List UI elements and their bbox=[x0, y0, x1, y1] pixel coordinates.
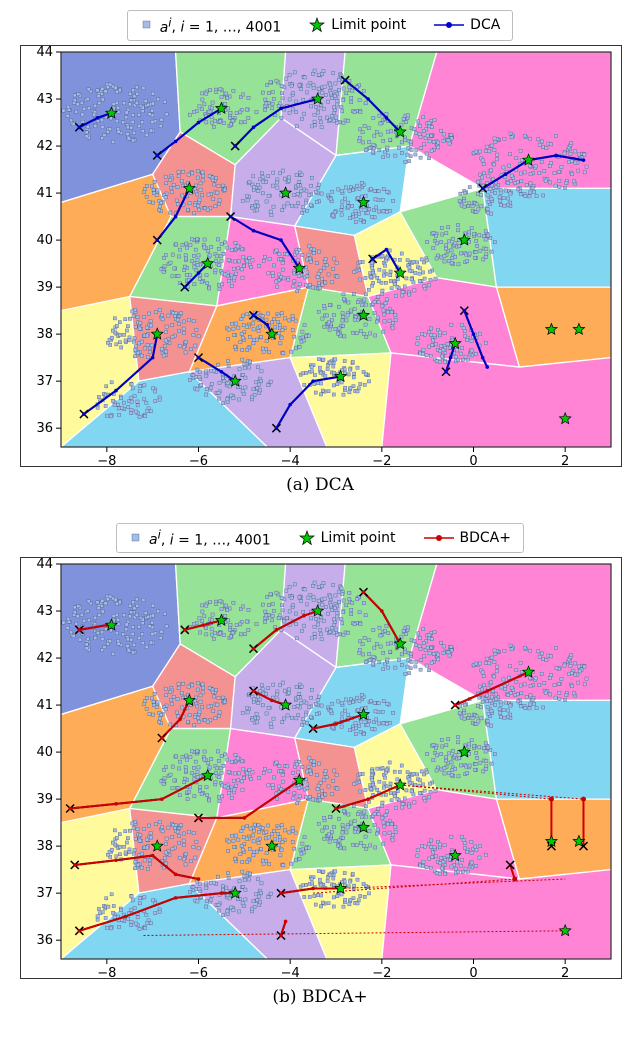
svg-text:40: 40 bbox=[36, 233, 53, 248]
svg-text:43: 43 bbox=[36, 92, 53, 107]
legend-line-label-a: DCA bbox=[470, 17, 500, 33]
svg-text:2: 2 bbox=[561, 454, 569, 467]
svg-text:44: 44 bbox=[36, 45, 53, 60]
chart-a: −8 −6 −4 −2 0 2 36 37 38 39 40 41 42 43 44 bbox=[20, 45, 622, 467]
svg-text:39: 39 bbox=[36, 280, 53, 295]
chart-b-wrap: −8 −6 −4 −2 0 2 36 37 38 39 40 41 42 43 44 bbox=[20, 557, 620, 979]
svg-text:0: 0 bbox=[469, 966, 477, 979]
legend-limit-label-b: Limit point bbox=[321, 530, 396, 546]
caption-a: (a) DCA bbox=[10, 475, 630, 495]
svg-text:−2: −2 bbox=[372, 966, 391, 979]
svg-text:37: 37 bbox=[36, 886, 53, 901]
legend-scatter-b: ai, i = 1, …, 4001 bbox=[129, 528, 271, 549]
figure-a: ai, i = 1, …, 4001 Limit point DCA −8−6−… bbox=[10, 10, 630, 495]
svg-text:36: 36 bbox=[36, 421, 53, 436]
legend-limit-b: Limit point bbox=[299, 530, 396, 546]
svg-text:38: 38 bbox=[36, 839, 53, 854]
legend-limit-a: Limit point bbox=[309, 17, 406, 33]
chart-a-wrap: −8 −6 −4 −2 0 2 36 37 38 39 40 41 42 43 44 bbox=[20, 45, 620, 467]
svg-text:2: 2 bbox=[561, 966, 569, 979]
svg-text:41: 41 bbox=[36, 698, 53, 713]
svg-text:37: 37 bbox=[36, 374, 53, 389]
figure-b: ai, i = 1, …, 4001 Limit point BDCA+ −8−… bbox=[10, 523, 630, 1008]
legend-scatter-a: ai, i = 1, …, 4001 bbox=[140, 15, 282, 36]
svg-text:42: 42 bbox=[36, 139, 53, 154]
svg-text:42: 42 bbox=[36, 651, 53, 666]
svg-text:−8: −8 bbox=[97, 966, 116, 979]
legend-line-label-b: BDCA+ bbox=[460, 530, 511, 546]
svg-text:−2: −2 bbox=[372, 454, 391, 467]
svg-text:41: 41 bbox=[36, 186, 53, 201]
svg-text:−8: −8 bbox=[97, 454, 116, 467]
svg-text:44: 44 bbox=[36, 557, 53, 572]
svg-text:−4: −4 bbox=[281, 966, 300, 979]
svg-text:38: 38 bbox=[36, 327, 53, 342]
svg-text:−4: −4 bbox=[281, 454, 300, 467]
svg-text:39: 39 bbox=[36, 792, 53, 807]
chart-b: −8 −6 −4 −2 0 2 36 37 38 39 40 41 42 43 44 bbox=[20, 557, 622, 979]
svg-text:40: 40 bbox=[36, 745, 53, 760]
caption-b: (b) BDCA+ bbox=[10, 987, 630, 1007]
legend-line-a: DCA bbox=[434, 17, 500, 33]
svg-text:43: 43 bbox=[36, 604, 53, 619]
legend-a: ai, i = 1, …, 4001 Limit point DCA bbox=[127, 10, 514, 41]
svg-text:−6: −6 bbox=[189, 966, 208, 979]
svg-text:−6: −6 bbox=[189, 454, 208, 467]
legend-limit-label-a: Limit point bbox=[331, 17, 406, 33]
legend-b: ai, i = 1, …, 4001 Limit point BDCA+ bbox=[116, 523, 524, 554]
svg-text:0: 0 bbox=[469, 454, 477, 467]
svg-text:36: 36 bbox=[36, 934, 53, 949]
legend-line-b: BDCA+ bbox=[424, 530, 511, 546]
